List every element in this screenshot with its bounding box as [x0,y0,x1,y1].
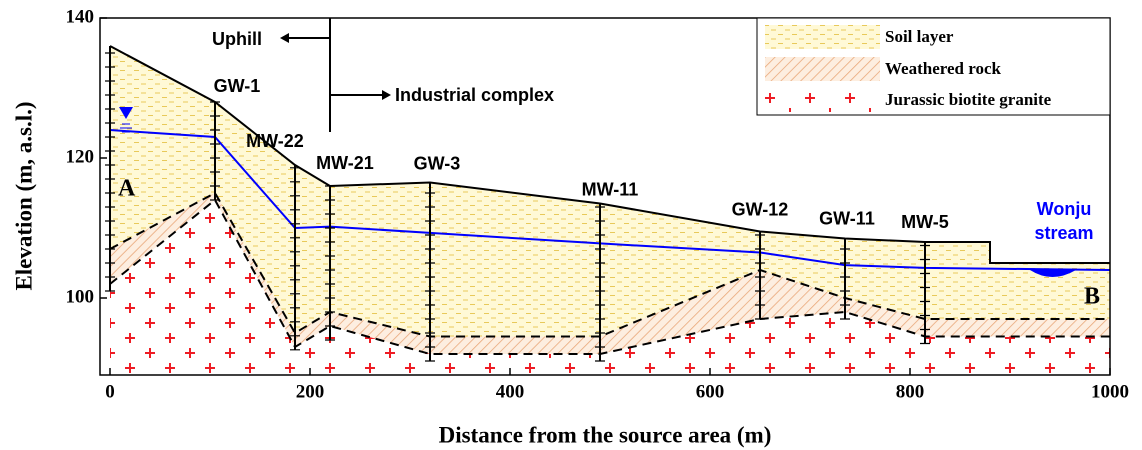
legend-label: Soil layer [885,27,954,46]
x-tick-label: 800 [896,381,925,402]
y-axis-title: Elevation (m, a.s.l.) [11,101,36,290]
stream-label: Wonju [1037,199,1092,219]
well-label: GW-3 [414,153,461,173]
well-label: MW-11 [582,179,639,199]
legend-label: Weathered rock [885,59,1002,78]
y-tick-label: 120 [66,146,95,167]
well-label: GW-1 [214,76,261,96]
x-tick-label: 1000 [1091,381,1129,402]
stream-label: stream [1034,223,1093,243]
x-axis-title: Distance from the source area (m) [439,422,772,447]
direction-arrows [283,18,388,132]
legend: Soil layer Weathered rock Jurassic bioti… [757,18,1110,115]
well-label: MW-22 [246,131,304,151]
legend-label: Jurassic biotite granite [885,90,1052,109]
uphill-label: Uphill [212,29,262,49]
x-tick-label: 400 [496,381,525,402]
chart: KDPW-2GW-1MW-22MW-21GW-3MW-11GW-12GW-11M… [0,0,1142,450]
arrow-heads [280,33,391,100]
legend-swatch [765,88,880,112]
y-tick-label: 140 [66,6,95,27]
point-a: A [118,176,136,202]
y-tick-label: 100 [66,286,95,307]
well-label: GW-11 [819,208,875,228]
well-label: GW-12 [732,199,789,219]
x-tick-label: 0 [105,381,115,402]
point-b: B [1084,284,1100,310]
industrial-label: Industrial complex [395,85,554,105]
x-tick-label: 600 [696,381,725,402]
legend-swatch [765,57,880,81]
well-label: MW-5 [901,212,949,232]
legend-swatch [765,25,880,49]
x-tick-label: 200 [296,381,325,402]
well-label: MW-21 [316,153,374,173]
